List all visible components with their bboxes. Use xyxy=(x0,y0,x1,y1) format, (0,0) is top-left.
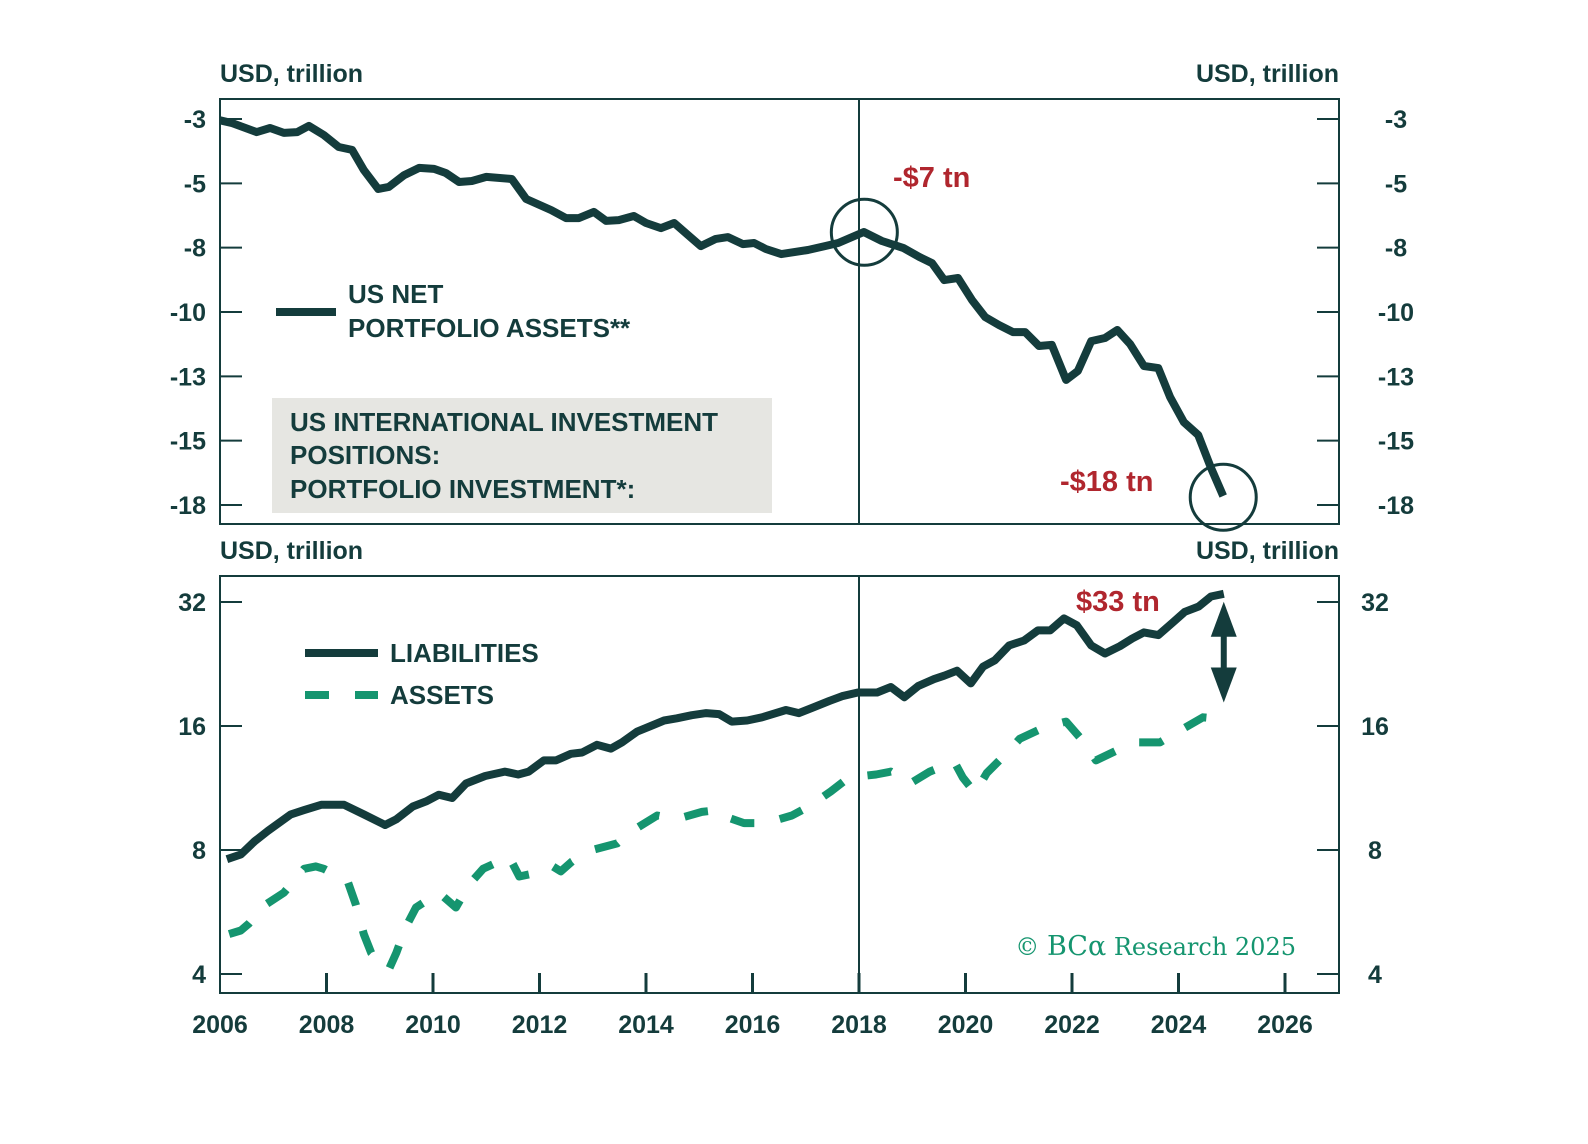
top-title-line-2: POSITIONS: xyxy=(290,440,440,470)
legend-liabilities-label: LIABILITIES xyxy=(390,638,539,668)
bottom-left-ytick-label: 16 xyxy=(178,713,206,741)
x-tick-label: 2020 xyxy=(938,1011,994,1039)
bottom-left-ytick-label: 4 xyxy=(192,961,206,989)
top-right-unit-label: USD, trillion xyxy=(1196,60,1339,88)
annotation-33tn: $33 tn xyxy=(1076,586,1160,618)
top-left-ytick-label: -13 xyxy=(170,363,206,391)
bottom-right-ytick-label: 16 xyxy=(1361,713,1389,741)
x-tick-label: 2026 xyxy=(1257,1011,1313,1039)
bottom-right-unit-label: USD, trillion xyxy=(1196,537,1339,565)
bottom-right-ytick-label: 32 xyxy=(1361,589,1389,617)
top-left-ytick-label: -18 xyxy=(170,492,206,520)
x-tick-label: 2024 xyxy=(1151,1011,1207,1039)
gap-arrow-head-down xyxy=(1211,667,1237,702)
x-tick-label: 2012 xyxy=(512,1011,568,1039)
bottom-left-ytick-label: 32 xyxy=(178,589,206,617)
chart-figure: USD, trillion USD, trillion US INTERNATI… xyxy=(0,0,1588,1144)
bottom-right-ytick-label: 4 xyxy=(1368,961,1382,989)
top-left-ytick-label: -15 xyxy=(170,428,206,456)
top-legend-label-line-1: US NET xyxy=(348,279,443,309)
x-tick-label: 2010 xyxy=(405,1011,461,1039)
top-right-ytick-label: -5 xyxy=(1385,170,1407,198)
x-tick-label: 2016 xyxy=(725,1011,781,1039)
copyright-brand: BCα xyxy=(1047,931,1106,962)
legend-assets-label: ASSETS xyxy=(390,680,494,710)
x-tick-label: 2014 xyxy=(618,1011,674,1039)
top-left-ytick-label: -8 xyxy=(184,235,206,263)
top-title-line-3: PORTFOLIO INVESTMENT*: xyxy=(290,474,635,504)
top-right-ytick-label: -8 xyxy=(1385,235,1407,263)
bottom-panel-frame xyxy=(220,576,1339,993)
copyright-rest: Research 2025 xyxy=(1114,933,1296,961)
top-title-line-1: US INTERNATIONAL INVESTMENT xyxy=(290,407,718,437)
gap-double-arrow xyxy=(1211,602,1237,703)
x-tick-label: 2022 xyxy=(1044,1011,1100,1039)
copyright-text: © BCα Research 2025 xyxy=(1015,931,1296,962)
annotation-circle-latest xyxy=(1190,464,1256,530)
x-axis-ticks: 2006 2008 2010 2012 2014 2016 2018 2020 2022 2024… xyxy=(192,973,1313,1039)
top-left-ytick-label: -3 xyxy=(184,106,206,134)
x-tick-label: 2006 xyxy=(192,1011,248,1039)
top-right-ytick-label: -13 xyxy=(1378,363,1414,391)
annotation-minus-18tn: -$18 tn xyxy=(1060,466,1153,498)
copyright-symbol: © xyxy=(1015,933,1039,961)
bottom-left-ytick-label: 8 xyxy=(192,837,206,865)
annotation-minus-7tn: -$7 tn xyxy=(893,162,970,194)
top-legend-label-line-2: PORTFOLIO ASSETS** xyxy=(348,313,631,343)
bottom-panel: USD, trillion USD, trillion 4 4 8 8 16 16 32 32… xyxy=(178,537,1389,1039)
x-tick-label: 2008 xyxy=(299,1011,355,1039)
top-left-ytick-label: -5 xyxy=(184,170,206,198)
bottom-left-unit-label: USD, trillion xyxy=(220,537,363,565)
gap-arrow-head-up xyxy=(1211,602,1237,637)
x-tick-label: 2018 xyxy=(831,1011,887,1039)
top-panel: USD, trillion USD, trillion US INTERNATI… xyxy=(170,60,1414,530)
bottom-right-ytick-label: 8 xyxy=(1368,837,1382,865)
top-left-unit-label: USD, trillion xyxy=(220,60,363,88)
top-right-ytick-label: -10 xyxy=(1378,299,1414,327)
top-right-ytick-label: -18 xyxy=(1378,492,1414,520)
top-left-ytick-label: -10 xyxy=(170,299,206,327)
top-right-ytick-label: -3 xyxy=(1385,106,1407,134)
top-right-ytick-label: -15 xyxy=(1378,428,1414,456)
